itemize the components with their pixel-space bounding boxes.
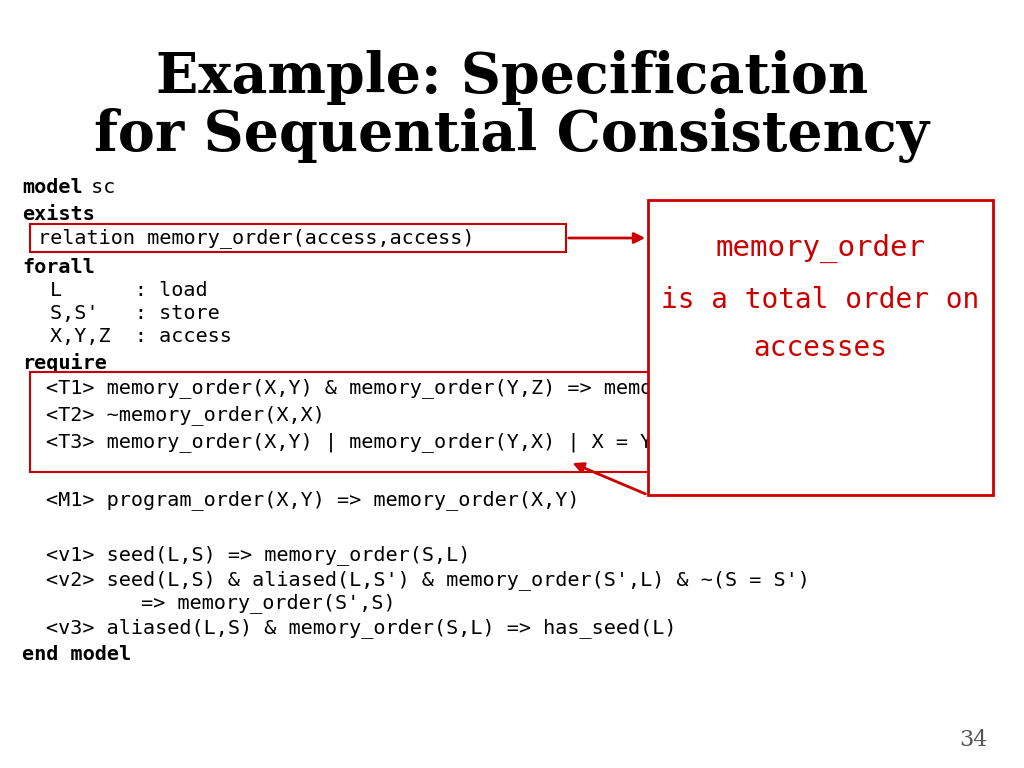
Text: model: model (22, 178, 83, 197)
Text: is a total order on: is a total order on (662, 286, 980, 314)
Text: <T3> memory_order(X,Y) | memory_order(Y,X) | X = Y: <T3> memory_order(X,Y) | memory_order(Y,… (46, 432, 652, 452)
Text: <M1> program_order(X,Y) => memory_order(X,Y): <M1> program_order(X,Y) => memory_order(… (46, 490, 580, 510)
Text: <v1> seed(L,S) => memory_order(S,L): <v1> seed(L,S) => memory_order(S,L) (46, 545, 470, 565)
Text: S,S'   : store: S,S' : store (50, 304, 220, 323)
Bar (648, 200, 993, 495)
Text: memory_order: memory_order (716, 233, 926, 263)
Text: <v3> aliased(L,S) & memory_order(S,L) => has_seed(L): <v3> aliased(L,S) & memory_order(S,L) =>… (46, 618, 677, 638)
Text: exists: exists (22, 205, 95, 224)
Bar (30, 372, 928, 472)
Text: for Sequential Consistency: for Sequential Consistency (94, 108, 930, 163)
Text: 34: 34 (959, 729, 988, 751)
Text: forall: forall (22, 258, 95, 277)
Bar (30, 224, 566, 252)
Text: => memory_order(S',S): => memory_order(S',S) (141, 593, 395, 613)
Text: X,Y,Z  : access: X,Y,Z : access (50, 327, 231, 346)
Text: sc: sc (79, 178, 116, 197)
Text: Example: Specification: Example: Specification (156, 50, 868, 105)
Text: end model: end model (22, 645, 131, 664)
Text: <T2> ~memory_order(X,X): <T2> ~memory_order(X,X) (46, 405, 325, 425)
Text: <v2> seed(L,S) & aliased(L,S') & memory_order(S',L) & ~(S = S'): <v2> seed(L,S) & aliased(L,S') & memory_… (46, 570, 810, 590)
Text: <T1> memory_order(X,Y) & memory_order(Y,Z) => memory_order(X,Z): <T1> memory_order(X,Y) & memory_order(Y,… (46, 378, 810, 398)
Text: relation memory_order(access,access): relation memory_order(access,access) (38, 228, 474, 248)
Text: L      : load: L : load (50, 281, 208, 300)
Text: require: require (22, 353, 106, 373)
Text: accesses: accesses (754, 334, 888, 362)
